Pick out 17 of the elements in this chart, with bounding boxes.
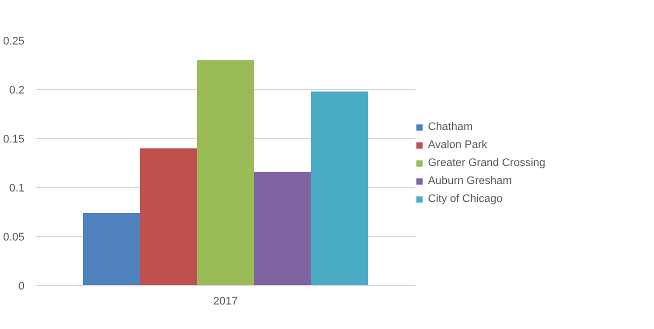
y-tick-label: 0.25 (3, 36, 25, 48)
bar (197, 60, 254, 286)
legend-label: Auburn Gresham (428, 174, 512, 186)
bar (311, 91, 368, 286)
y-tick-label: 0.1 (9, 182, 25, 194)
legend-label: Avalon Park (428, 138, 488, 150)
y-tick-label: 0.15 (3, 134, 25, 146)
legend-label: Greater Grand Crossing (428, 156, 546, 168)
x-tick-label: 2017 (213, 296, 238, 308)
bar (254, 172, 311, 286)
y-tick-label: 0.05 (3, 232, 25, 244)
bar (140, 148, 197, 286)
legend-label: Chatham (428, 120, 473, 132)
y-tick-label: 0 (18, 280, 25, 292)
legend-label: City of Chicago (428, 192, 503, 204)
bar (83, 212, 140, 286)
y-tick-label: 0.2 (9, 84, 25, 96)
